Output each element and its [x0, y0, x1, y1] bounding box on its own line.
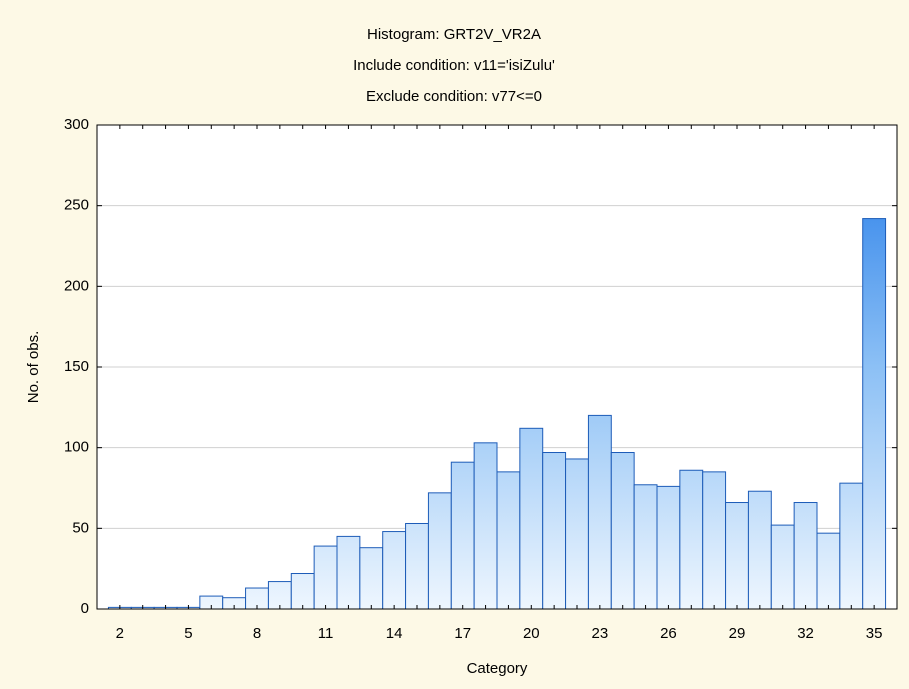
bar	[290, 573, 315, 610]
bar	[633, 484, 658, 610]
bar	[405, 522, 429, 610]
y-tick-label: 150	[64, 358, 89, 375]
y-tick-label: 200	[64, 277, 89, 294]
y-tick-label: 50	[72, 519, 89, 536]
x-tick-label: 23	[592, 625, 609, 642]
bar	[313, 545, 338, 610]
bar	[656, 485, 681, 610]
chart-title: Histogram: GRT2V_VR2A	[367, 26, 541, 43]
bar	[267, 581, 292, 610]
bar	[747, 490, 772, 610]
bar	[382, 531, 407, 610]
bar	[839, 482, 864, 610]
bar	[565, 458, 589, 610]
x-tick-label: 29	[729, 625, 746, 642]
bar	[336, 535, 361, 610]
x-tick-label: 20	[523, 625, 540, 642]
x-tick-label: 11	[318, 625, 334, 642]
bar	[770, 524, 795, 610]
x-tick-label: 35	[866, 625, 883, 642]
bar	[816, 532, 841, 610]
bar	[473, 442, 498, 610]
x-tick-label: 17	[454, 625, 471, 642]
bar	[862, 218, 887, 610]
y-axis-label: No. of obs.	[25, 331, 42, 404]
chart-subtitle: Include condition: v11='isiZulu'	[353, 57, 555, 74]
chart-subtitle: Exclude condition: v77<=0	[366, 88, 542, 105]
x-tick-label: 2	[116, 625, 124, 642]
x-tick-label: 14	[386, 625, 403, 642]
bar	[793, 502, 818, 610]
x-tick-label: 32	[797, 625, 814, 642]
bar	[359, 547, 384, 610]
bar	[587, 414, 612, 610]
bar	[725, 502, 749, 610]
bar	[519, 427, 544, 610]
bar	[450, 461, 475, 610]
x-tick-label: 5	[184, 625, 192, 642]
y-tick-label: 100	[64, 439, 89, 456]
plot-frame	[96, 124, 898, 610]
bar	[679, 469, 704, 610]
y-tick-label: 300	[64, 116, 89, 133]
y-tick-label: 0	[81, 600, 89, 617]
x-tick-label: 8	[253, 625, 261, 642]
bar	[610, 452, 635, 610]
bar	[542, 452, 567, 610]
bar	[496, 471, 521, 610]
bar	[427, 492, 452, 610]
x-axis-label: Category	[467, 660, 528, 677]
bar	[702, 471, 727, 610]
y-tick-label: 250	[64, 197, 89, 214]
x-tick-label: 26	[660, 625, 677, 642]
